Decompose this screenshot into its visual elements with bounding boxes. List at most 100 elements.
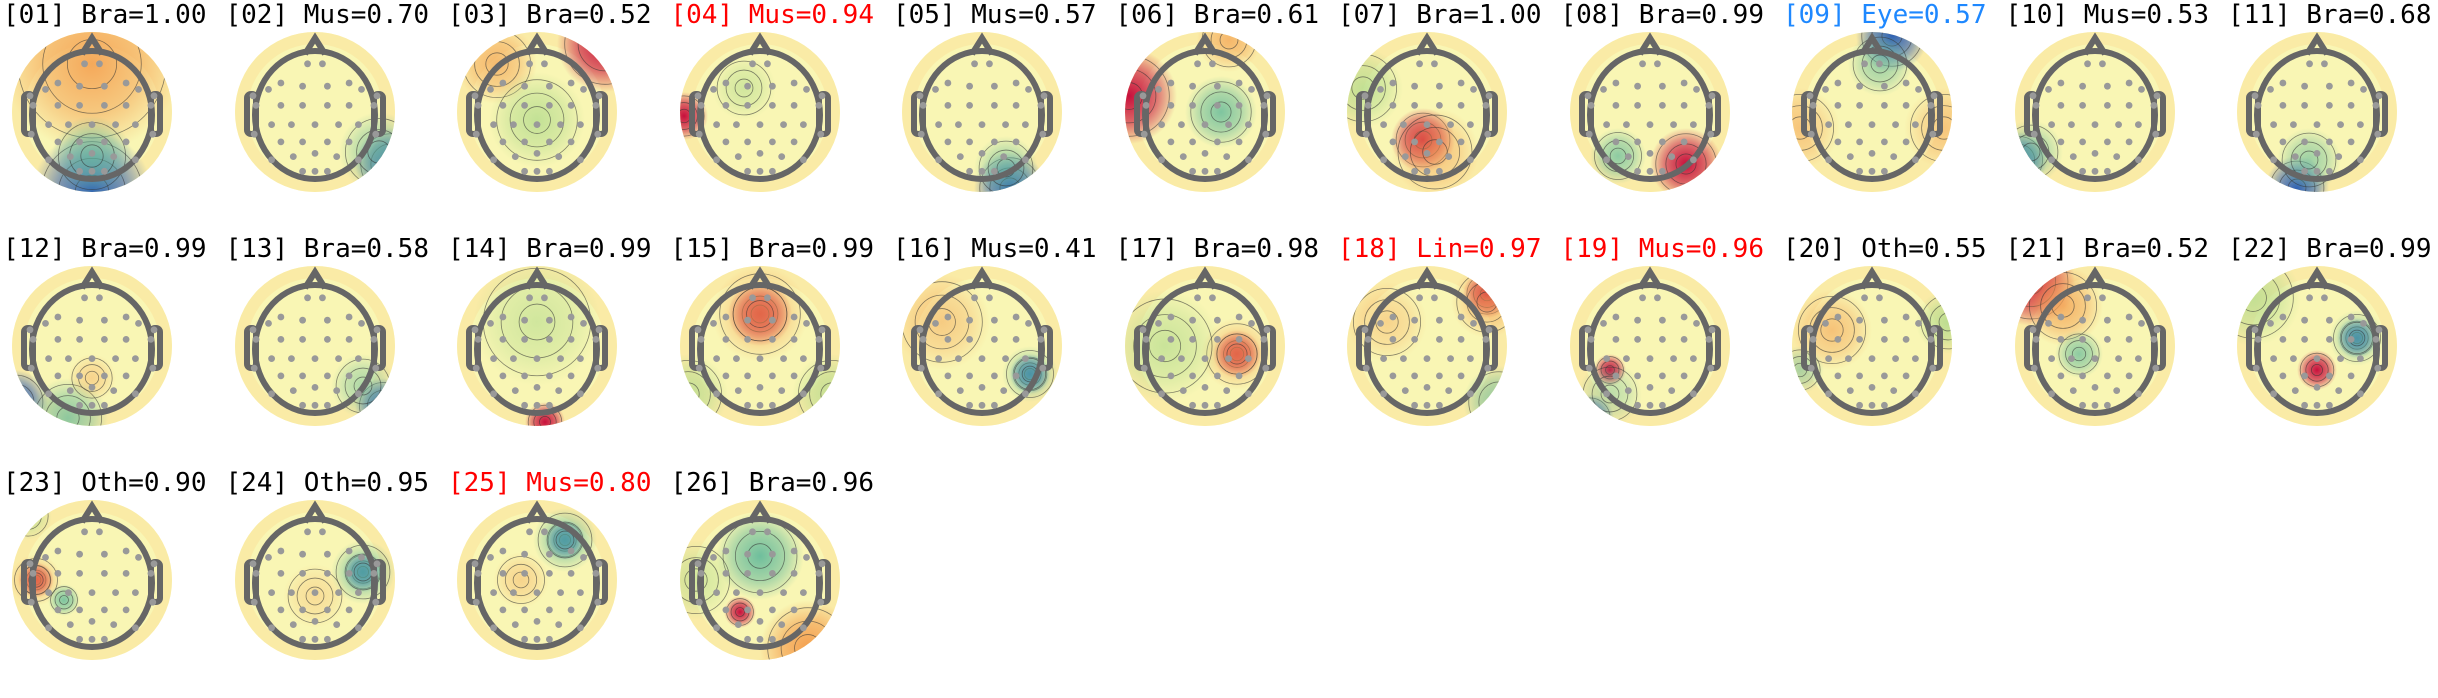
sensor-dot: [541, 60, 548, 68]
component-topomap-11[interactable]: [11] Bra=0.68: [2225, 0, 2438, 230]
sensor-dot: [298, 401, 306, 409]
sensor-dot: [27, 130, 35, 138]
sensor-dot: [1188, 138, 1196, 146]
component-topomap-21[interactable]: [21] Bra=0.52: [2003, 234, 2225, 464]
contour-line: [1189, 81, 1252, 143]
component-title: [08] Bra=0.99: [1560, 0, 1765, 30]
sensor-dot: [267, 121, 275, 128]
sensor-dot: [1633, 167, 1641, 175]
sensor-dot: [2326, 82, 2333, 90]
component-topomap-01[interactable]: [01] Bra=1.00: [0, 0, 222, 230]
component-topomap-03[interactable]: [03] Bra=0.52: [445, 0, 667, 230]
sensor-dot: [1680, 372, 1687, 380]
component-title: [18] Lin=0.97: [1338, 234, 1542, 264]
sensor-dot: [577, 156, 584, 164]
component-topomap-16[interactable]: [16] Mus=0.41: [890, 234, 1112, 464]
sensor-dot: [816, 364, 824, 372]
sensor-dot: [1142, 336, 1149, 343]
component-topomap-26[interactable]: [26] Bra=0.96: [668, 468, 890, 698]
sensor-dot: [490, 355, 497, 362]
sensor-dot: [277, 547, 284, 555]
component-topomap-06[interactable]: [06] Bra=0.61: [1113, 0, 1335, 230]
component-topomap-22[interactable]: [22] Bra=0.99: [2225, 234, 2438, 464]
component-topomap-24[interactable]: [24] Oth=0.95: [223, 468, 445, 698]
sensor-dot: [1706, 130, 1714, 138]
contour-line: [1593, 132, 1642, 180]
sensor-dot: [2372, 336, 2380, 343]
component-topomap-04[interactable]: [04] Mus=0.94: [668, 0, 890, 230]
component-topomap-20[interactable]: [20] Oth=0.55: [1780, 234, 2002, 464]
component-topomap-15[interactable]: [15] Bra=0.99: [668, 234, 890, 464]
component-topomap-12[interactable]: [12] Bra=0.99: [0, 234, 222, 464]
sensor-dot: [101, 570, 108, 577]
sensor-dot: [709, 86, 717, 93]
sensor-dot: [2270, 355, 2277, 362]
component-topomap-23[interactable]: [23] Oth=0.90: [0, 468, 222, 698]
sensor-dot: [1876, 294, 1883, 302]
sensor-dot: [695, 598, 703, 606]
sensor-dot: [122, 138, 130, 146]
sensor-dot: [132, 156, 139, 164]
contour-line: [80, 144, 104, 168]
sensor-dot: [27, 598, 35, 606]
sensor-dot: [1930, 92, 1938, 100]
sensor-dot: [799, 156, 807, 164]
sensor-dot: [1881, 372, 1888, 380]
sensor-dot: [768, 167, 776, 175]
sensor-dot: [490, 589, 497, 596]
sensor-dot: [135, 554, 142, 561]
sensor-dot: [499, 79, 507, 87]
sensor-dot: [1037, 102, 1045, 109]
sensor-dot: [147, 336, 155, 343]
sensor-dot: [546, 550, 553, 558]
component-title: [14] Bra=0.99: [448, 234, 652, 264]
sensor-dot: [499, 570, 507, 577]
topomap: [1569, 32, 1730, 192]
sensor-dot: [1599, 86, 1607, 93]
sensor-dot: [1025, 320, 1032, 327]
sensor-dot: [594, 130, 602, 138]
sensor-dot: [1646, 167, 1653, 175]
sensor-dot: [1037, 336, 1045, 343]
sensor-dot: [1834, 79, 1842, 87]
sensor-dot: [298, 138, 306, 146]
component-topomap-18[interactable]: [18] Lin=0.97: [1335, 234, 1557, 464]
component-topomap-14[interactable]: [14] Bra=0.99: [445, 234, 667, 464]
component-topomap-08[interactable]: [08] Bra=0.99: [1558, 0, 1780, 230]
contour-line: [1219, 32, 1238, 50]
sensor-dot: [577, 624, 584, 632]
component-title: [12] Bra=0.99: [3, 234, 207, 264]
sensor-dot: [2337, 121, 2344, 128]
component-topomap-10[interactable]: [10] Mus=0.53: [2003, 0, 2225, 230]
activation-region: [473, 266, 601, 386]
component-topomap-05[interactable]: [05] Mus=0.57: [890, 0, 1112, 230]
component-topomap-19[interactable]: [19] Mus=0.96: [1558, 234, 1780, 464]
sensor-dot: [1834, 336, 1842, 343]
sensor-dot: [1411, 138, 1418, 146]
contour-line: [1353, 288, 1421, 356]
sensor-dot: [1411, 372, 1418, 380]
sensor-dot: [1263, 326, 1270, 334]
sensor-dot: [966, 102, 973, 109]
sensor-dot: [768, 570, 776, 577]
component-topomap-13[interactable]: [13] Bra=0.58: [223, 234, 445, 464]
component-topomap-09[interactable]: [09] Eye=0.57: [1780, 0, 2002, 230]
sensor-dot: [521, 606, 528, 614]
sensor-dot: [1485, 92, 1493, 100]
sensor-dot: [1646, 150, 1653, 157]
contour-line: [518, 303, 556, 341]
sensor-dot: [546, 102, 553, 109]
component-topomap-07[interactable]: [07] Bra=1.00: [1335, 0, 1557, 230]
contour-line: [509, 92, 565, 148]
sensor-dot: [2069, 387, 2077, 394]
sensor-dot: [345, 336, 352, 343]
sensor-dot: [1902, 102, 1910, 109]
sensor-dot: [2279, 313, 2287, 321]
sensor-dot: [1012, 336, 1020, 343]
sensor-dot: [2291, 153, 2299, 160]
component-topomap-25[interactable]: [25] Mus=0.80: [445, 468, 667, 698]
topomap: [902, 32, 1062, 192]
component-topomap-02[interactable]: [02] Mus=0.70: [223, 0, 445, 230]
sensor-dot: [1856, 336, 1863, 343]
component-topomap-17[interactable]: [17] Bra=0.98: [1113, 234, 1335, 464]
